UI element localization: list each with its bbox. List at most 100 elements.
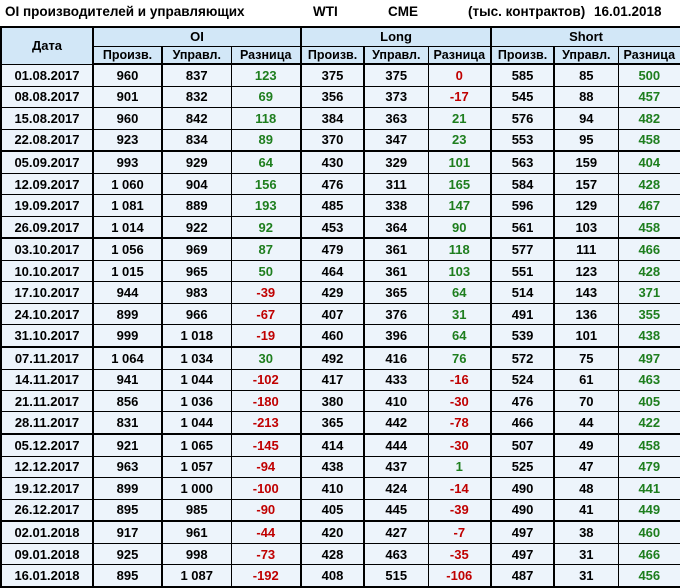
long-manag-cell: 361 — [363, 259, 429, 283]
table-row: 03.10.2017 1 056 969 87 479 361 118 577 111 466 — [0, 237, 680, 261]
long-prod-cell: 430 — [300, 150, 365, 174]
short-manag-cell: 85 — [553, 63, 619, 87]
oi-manag-cell: 965 — [161, 259, 232, 283]
oi-manag-cell: 837 — [161, 63, 232, 87]
date-cell: 07.11.2017 — [0, 345, 94, 370]
oi-prod-cell: 1 081 — [92, 194, 163, 217]
date-cell: 05.12.2017 — [0, 433, 94, 457]
table-row: 26.12.2017 895 985 -90 405 445 -39 490 41 449 — [0, 498, 680, 522]
long-diff-cell: 101 — [427, 150, 492, 174]
subheader-oi-diff: Разница — [230, 45, 302, 65]
short-prod-cell: 563 — [490, 150, 555, 174]
oi-diff-cell: 64 — [230, 150, 302, 174]
table-row: 10.10.2017 1 015 965 50 464 361 103 551 123 428 — [0, 259, 680, 283]
oi-prod-cell: 921 — [92, 433, 163, 457]
long-manag-cell: 463 — [363, 542, 429, 566]
oi-diff-cell: 123 — [230, 63, 302, 87]
subheader-short-prod: Произв. — [490, 45, 555, 65]
short-prod-cell: 584 — [490, 172, 555, 196]
short-manag-cell: 44 — [553, 411, 619, 435]
short-diff-cell: 405 — [617, 389, 680, 413]
short-manag-cell: 129 — [553, 194, 619, 217]
long-diff-cell: 0 — [427, 63, 492, 87]
table-row: 01.08.2017 960 837 123 375 375 0 585 85 500 — [0, 63, 680, 87]
short-manag-cell: 61 — [553, 368, 619, 392]
date-cell: 15.08.2017 — [0, 107, 94, 130]
oi-manag-cell: 1 065 — [161, 433, 232, 457]
short-prod-cell: 561 — [490, 215, 555, 239]
long-manag-cell: 364 — [363, 215, 429, 239]
short-manag-cell: 48 — [553, 477, 619, 500]
long-manag-cell: 365 — [363, 281, 429, 304]
date-cell: 05.09.2017 — [0, 150, 94, 174]
oi-manag-cell: 922 — [161, 215, 232, 239]
oi-manag-cell: 1 044 — [161, 368, 232, 392]
short-diff-cell: 404 — [617, 150, 680, 174]
short-diff-cell: 482 — [617, 107, 680, 130]
short-diff-cell: 458 — [617, 433, 680, 457]
short-diff-cell: 500 — [617, 63, 680, 87]
long-prod-cell: 460 — [300, 324, 365, 348]
group-header-oi: OI — [91, 26, 302, 47]
short-prod-cell: 525 — [490, 455, 555, 479]
oi-diff-cell: -145 — [230, 433, 302, 457]
table-row: 28.11.2017 831 1 044 -213 365 442 -78 466 44 422 — [0, 411, 680, 435]
short-diff-cell: 457 — [617, 85, 680, 109]
short-prod-cell: 490 — [490, 498, 555, 522]
short-prod-cell: 572 — [490, 345, 555, 370]
subheader-long-manag: Управл. — [363, 45, 429, 65]
subheader-long-prod: Произв. — [300, 45, 365, 65]
long-prod-cell: 479 — [300, 237, 365, 261]
oi-diff-cell: 89 — [230, 128, 302, 152]
short-manag-cell: 49 — [553, 433, 619, 457]
long-manag-cell: 373 — [363, 85, 429, 109]
oi-manag-cell: 1 018 — [161, 324, 232, 348]
oi-prod-cell: 1 056 — [92, 237, 163, 261]
short-diff-cell: 456 — [617, 564, 680, 588]
short-prod-cell: 466 — [490, 411, 555, 435]
date-cell: 22.08.2017 — [0, 128, 94, 152]
short-prod-cell: 539 — [490, 324, 555, 348]
short-diff-cell: 466 — [617, 542, 680, 566]
short-manag-cell: 94 — [553, 107, 619, 130]
date-cell: 21.11.2017 — [0, 389, 94, 413]
oi-diff-cell: -192 — [230, 564, 302, 588]
short-prod-cell: 524 — [490, 368, 555, 392]
long-manag-cell: 416 — [363, 345, 429, 370]
short-prod-cell: 487 — [490, 564, 555, 588]
long-diff-cell: 118 — [427, 237, 492, 261]
oi-prod-cell: 923 — [92, 128, 163, 152]
short-diff-cell: 458 — [617, 215, 680, 239]
oi-diff-cell: 193 — [230, 194, 302, 217]
group-header-short: Short — [490, 26, 680, 47]
short-manag-cell: 41 — [553, 498, 619, 522]
long-diff-cell: -30 — [427, 389, 492, 413]
oi-manag-cell: 904 — [161, 172, 232, 196]
oi-diff-cell: -213 — [230, 411, 302, 435]
oi-prod-cell: 960 — [92, 63, 163, 87]
table-row: 31.10.2017 999 1 018 -19 460 396 64 539 101 438 — [0, 324, 680, 348]
short-manag-cell: 31 — [553, 564, 619, 588]
short-diff-cell: 460 — [617, 520, 680, 544]
table-row: 19.12.2017 899 1 000 -100 410 424 -14 490 48 441 — [0, 477, 680, 500]
short-diff-cell: 438 — [617, 324, 680, 348]
long-manag-cell: 444 — [363, 433, 429, 457]
short-prod-cell: 490 — [490, 477, 555, 500]
table-row: 15.08.2017 960 842 118 384 363 21 576 94 482 — [0, 107, 680, 130]
oi-prod-cell: 925 — [92, 542, 163, 566]
short-prod-cell: 514 — [490, 281, 555, 304]
short-manag-cell: 159 — [553, 150, 619, 174]
long-manag-cell: 347 — [363, 128, 429, 152]
long-diff-cell: -16 — [427, 368, 492, 392]
long-prod-cell: 492 — [300, 345, 365, 370]
short-diff-cell: 497 — [617, 345, 680, 370]
long-diff-cell: 147 — [427, 194, 492, 217]
oi-prod-cell: 999 — [92, 324, 163, 348]
long-prod-cell: 407 — [300, 302, 365, 326]
long-manag-cell: 396 — [363, 324, 429, 348]
long-prod-cell: 429 — [300, 281, 365, 304]
short-prod-cell: 545 — [490, 85, 555, 109]
table-row: 08.08.2017 901 832 69 356 373 -17 545 88 457 — [0, 85, 680, 109]
long-diff-cell: 76 — [427, 345, 492, 370]
long-prod-cell: 464 — [300, 259, 365, 283]
